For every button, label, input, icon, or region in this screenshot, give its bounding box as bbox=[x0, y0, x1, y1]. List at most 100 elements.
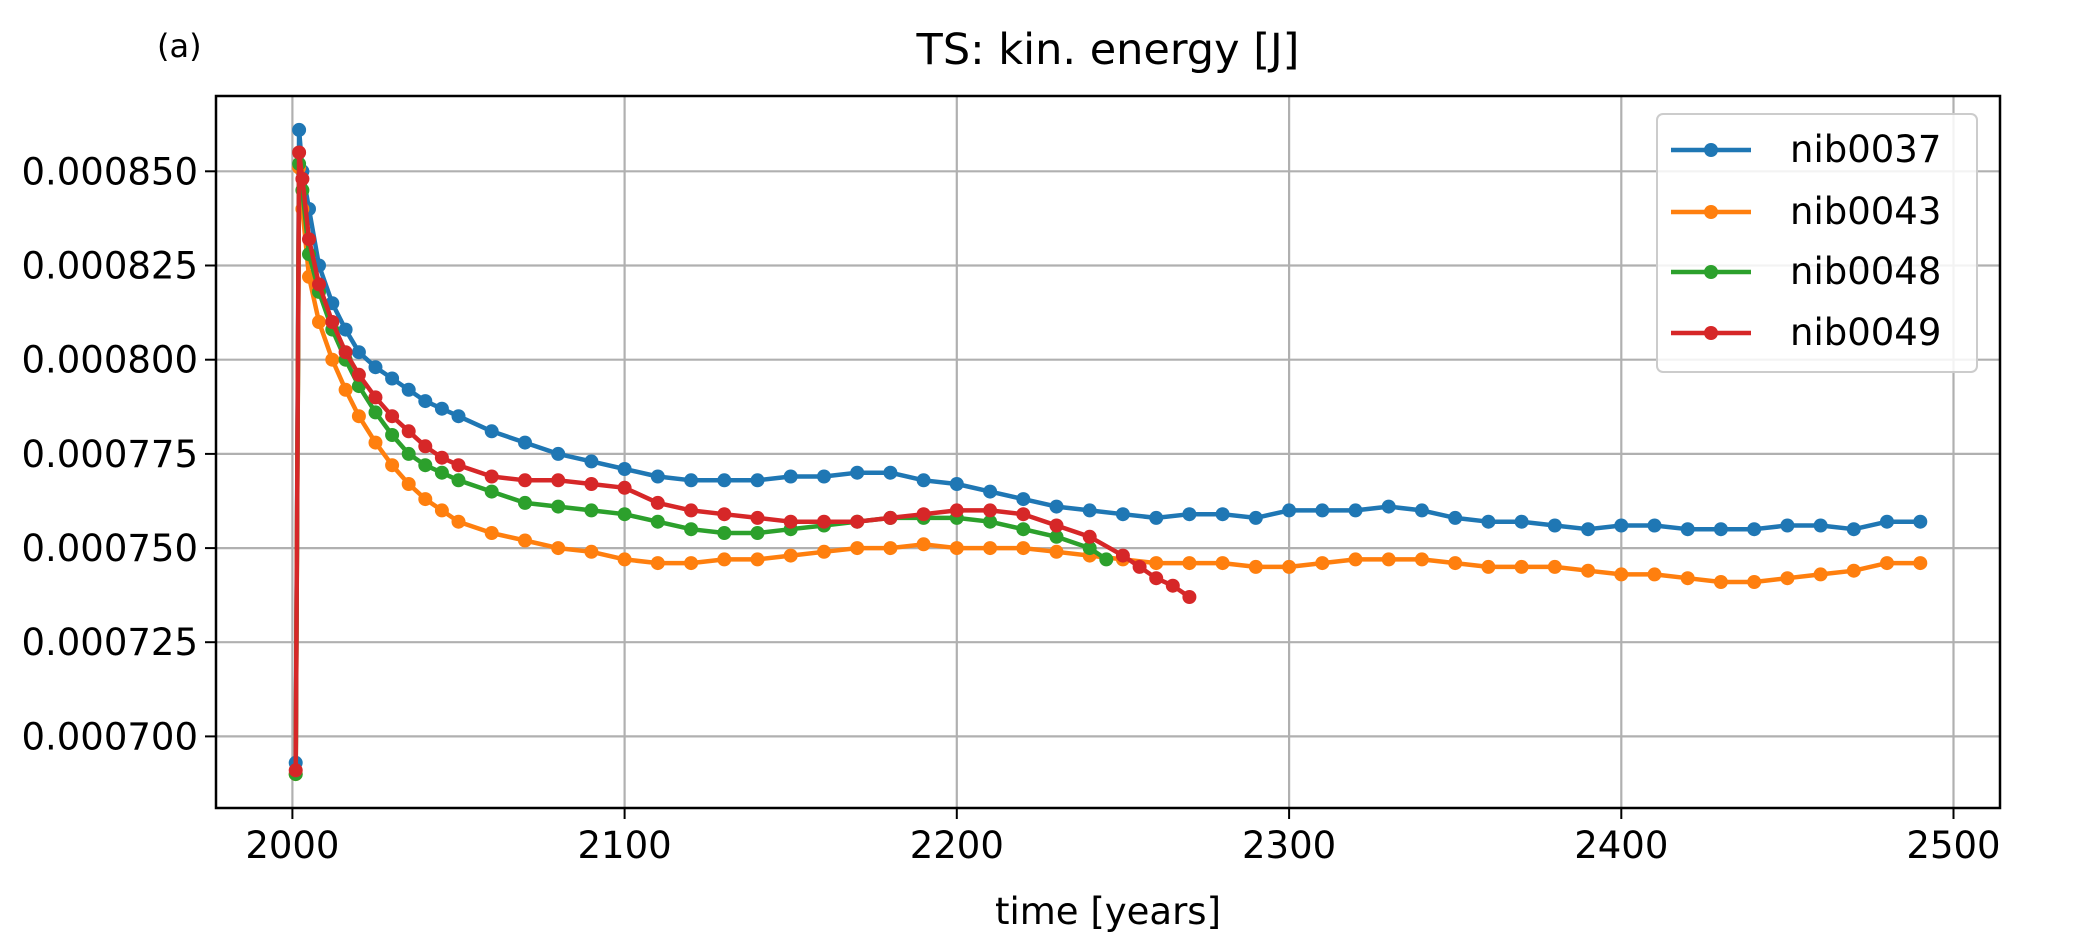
data-point-nib0049 bbox=[983, 503, 998, 518]
data-point-nib0043 bbox=[368, 435, 383, 450]
data-point-nib0043 bbox=[916, 537, 931, 552]
data-point-nib0049 bbox=[401, 424, 416, 439]
data-point-nib0049 bbox=[850, 514, 865, 529]
data-point-nib0037 bbox=[385, 371, 400, 386]
legend-label-nib0048: nib0048 bbox=[1790, 250, 1941, 293]
data-point-nib0049 bbox=[750, 510, 765, 525]
data-point-nib0037 bbox=[1149, 510, 1164, 525]
data-point-nib0043 bbox=[850, 541, 865, 556]
data-point-nib0048 bbox=[717, 526, 732, 540]
data-point-nib0048 bbox=[484, 484, 499, 499]
legend-marker-nib0037 bbox=[1704, 143, 1718, 157]
data-point-nib0049 bbox=[295, 171, 310, 186]
data-point-nib0043 bbox=[1581, 563, 1596, 578]
data-point-nib0037 bbox=[1614, 518, 1629, 533]
data-point-nib0049 bbox=[418, 439, 433, 454]
data-point-nib0037 bbox=[1049, 499, 1064, 514]
x-tick-label: 2100 bbox=[578, 824, 672, 867]
legend-box bbox=[1656, 113, 1978, 373]
legend-label-nib0049: nib0049 bbox=[1790, 311, 1941, 354]
data-point-nib0049 bbox=[518, 473, 532, 488]
series-layer bbox=[288, 122, 1928, 782]
data-point-nib0048 bbox=[750, 526, 765, 540]
data-point-nib0048 bbox=[650, 514, 665, 529]
data-point-nib0043 bbox=[1448, 556, 1463, 571]
data-point-nib0043 bbox=[401, 477, 416, 491]
data-point-nib0049 bbox=[1165, 578, 1180, 593]
y-tick-label: 0.000725 bbox=[21, 621, 198, 664]
legend-marker-nib0043 bbox=[1704, 205, 1718, 219]
data-point-nib0043 bbox=[983, 541, 998, 556]
x-tick-label: 2200 bbox=[910, 824, 1004, 867]
series-line-nib0048 bbox=[293, 161, 1108, 775]
x-tick-label: 2300 bbox=[1242, 824, 1336, 867]
data-point-nib0049 bbox=[1182, 590, 1197, 604]
y-tick-label: 0.000825 bbox=[21, 245, 198, 288]
data-point-nib0049 bbox=[434, 450, 449, 465]
data-point-nib0037 bbox=[1581, 522, 1596, 537]
data-point-nib0037 bbox=[750, 473, 765, 488]
data-point-nib0037 bbox=[1547, 518, 1562, 533]
data-point-nib0037 bbox=[1082, 503, 1097, 518]
x-tick-label: 2000 bbox=[245, 824, 339, 867]
data-point-nib0043 bbox=[385, 458, 400, 473]
data-point-nib0037 bbox=[1315, 503, 1330, 518]
x-tick-label: 2500 bbox=[1906, 824, 2000, 867]
data-point-nib0048 bbox=[385, 428, 400, 442]
panel-label: (a) bbox=[157, 27, 202, 65]
data-point-nib0049 bbox=[1082, 529, 1097, 544]
data-point-nib0037 bbox=[1846, 522, 1861, 537]
data-point-nib0048 bbox=[1016, 522, 1031, 537]
data-point-nib0049 bbox=[684, 503, 699, 518]
data-point-nib0037 bbox=[1348, 503, 1363, 518]
legend-label-nib0037: nib0037 bbox=[1790, 128, 1941, 171]
data-point-nib0048 bbox=[983, 514, 998, 529]
data-point-nib0049 bbox=[883, 510, 898, 525]
data-point-nib0037 bbox=[401, 382, 416, 397]
data-point-nib0037 bbox=[584, 454, 599, 469]
data-point-nib0037 bbox=[883, 465, 898, 480]
data-point-nib0049 bbox=[1132, 559, 1147, 574]
data-point-nib0049 bbox=[484, 469, 499, 484]
data-point-nib0049 bbox=[717, 507, 732, 522]
data-point-nib0037 bbox=[1813, 518, 1828, 533]
data-point-nib0049 bbox=[312, 277, 326, 292]
data-point-nib0043 bbox=[351, 409, 366, 424]
data-point-nib0043 bbox=[650, 556, 665, 571]
data-point-nib0037 bbox=[368, 360, 383, 375]
legend-marker-nib0048 bbox=[1704, 265, 1718, 279]
data-point-nib0043 bbox=[325, 352, 340, 367]
data-point-nib0037 bbox=[684, 473, 699, 488]
data-point-nib0037 bbox=[1182, 507, 1197, 522]
data-point-nib0048 bbox=[617, 507, 632, 522]
data-point-nib0043 bbox=[1913, 556, 1928, 571]
data-point-nib0043 bbox=[1713, 575, 1728, 589]
data-point-nib0043 bbox=[1846, 563, 1861, 578]
data-point-nib0043 bbox=[312, 315, 326, 329]
data-point-nib0037 bbox=[1248, 510, 1263, 525]
data-point-nib0043 bbox=[1647, 567, 1662, 582]
data-point-nib0048 bbox=[418, 458, 433, 473]
data-point-nib0043 bbox=[1614, 567, 1629, 582]
data-point-nib0043 bbox=[484, 526, 499, 540]
data-point-nib0043 bbox=[783, 548, 798, 563]
data-point-nib0043 bbox=[451, 514, 466, 529]
data-point-nib0049 bbox=[351, 367, 366, 382]
data-point-nib0048 bbox=[1082, 541, 1097, 556]
data-point-nib0043 bbox=[584, 544, 599, 559]
data-point-nib0049 bbox=[385, 409, 400, 424]
data-point-nib0037 bbox=[949, 477, 964, 491]
data-point-nib0049 bbox=[817, 514, 831, 529]
data-point-nib0037 bbox=[351, 345, 366, 360]
series-nib0049 bbox=[288, 145, 1197, 778]
data-point-nib0043 bbox=[1414, 552, 1429, 567]
data-point-nib0049 bbox=[325, 315, 340, 329]
data-point-nib0037 bbox=[817, 469, 831, 484]
data-point-nib0037 bbox=[1780, 518, 1795, 533]
data-point-nib0037 bbox=[1282, 503, 1297, 518]
data-point-nib0049 bbox=[368, 390, 383, 405]
data-point-nib0043 bbox=[1680, 571, 1695, 586]
data-point-nib0043 bbox=[883, 541, 898, 556]
data-point-nib0037 bbox=[617, 462, 632, 476]
